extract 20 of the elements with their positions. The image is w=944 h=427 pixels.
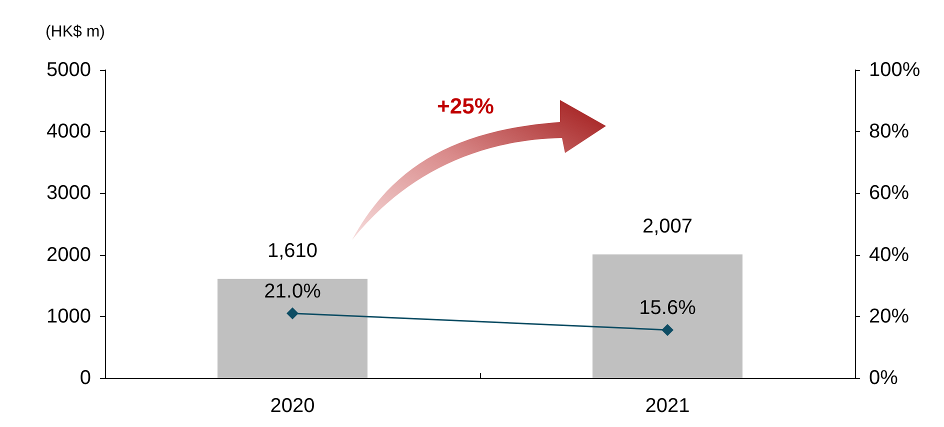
x-tick-label: 2021 [645, 395, 690, 417]
y2-tick-label: 0% [869, 367, 898, 389]
y-tick-label: 1000 [46, 305, 91, 328]
data-label: 21.0% [264, 280, 322, 302]
x-tick-label: 2020 [270, 395, 315, 417]
y-tick-label: 5000 [46, 59, 91, 81]
y2-tick-label: 60% [869, 182, 910, 204]
y2-tick-label: 20% [869, 305, 910, 328]
y2-tick-label: 80% [869, 120, 910, 143]
annotation: +25% [437, 94, 494, 118]
data-label: 2,007 [642, 215, 693, 238]
data-label: 15.6% [639, 296, 696, 319]
y-axis-title: (HK$ m) [45, 24, 105, 40]
y2-tick-label: 40% [869, 244, 910, 266]
y-tick-label: 2000 [46, 244, 91, 266]
y-tick-label: 3000 [46, 182, 91, 204]
y-tick-label: 0 [80, 367, 91, 389]
data-label: 1,610 [267, 240, 318, 262]
y-tick-label: 4000 [46, 120, 91, 143]
y2-tick-label: 100% [869, 59, 920, 81]
